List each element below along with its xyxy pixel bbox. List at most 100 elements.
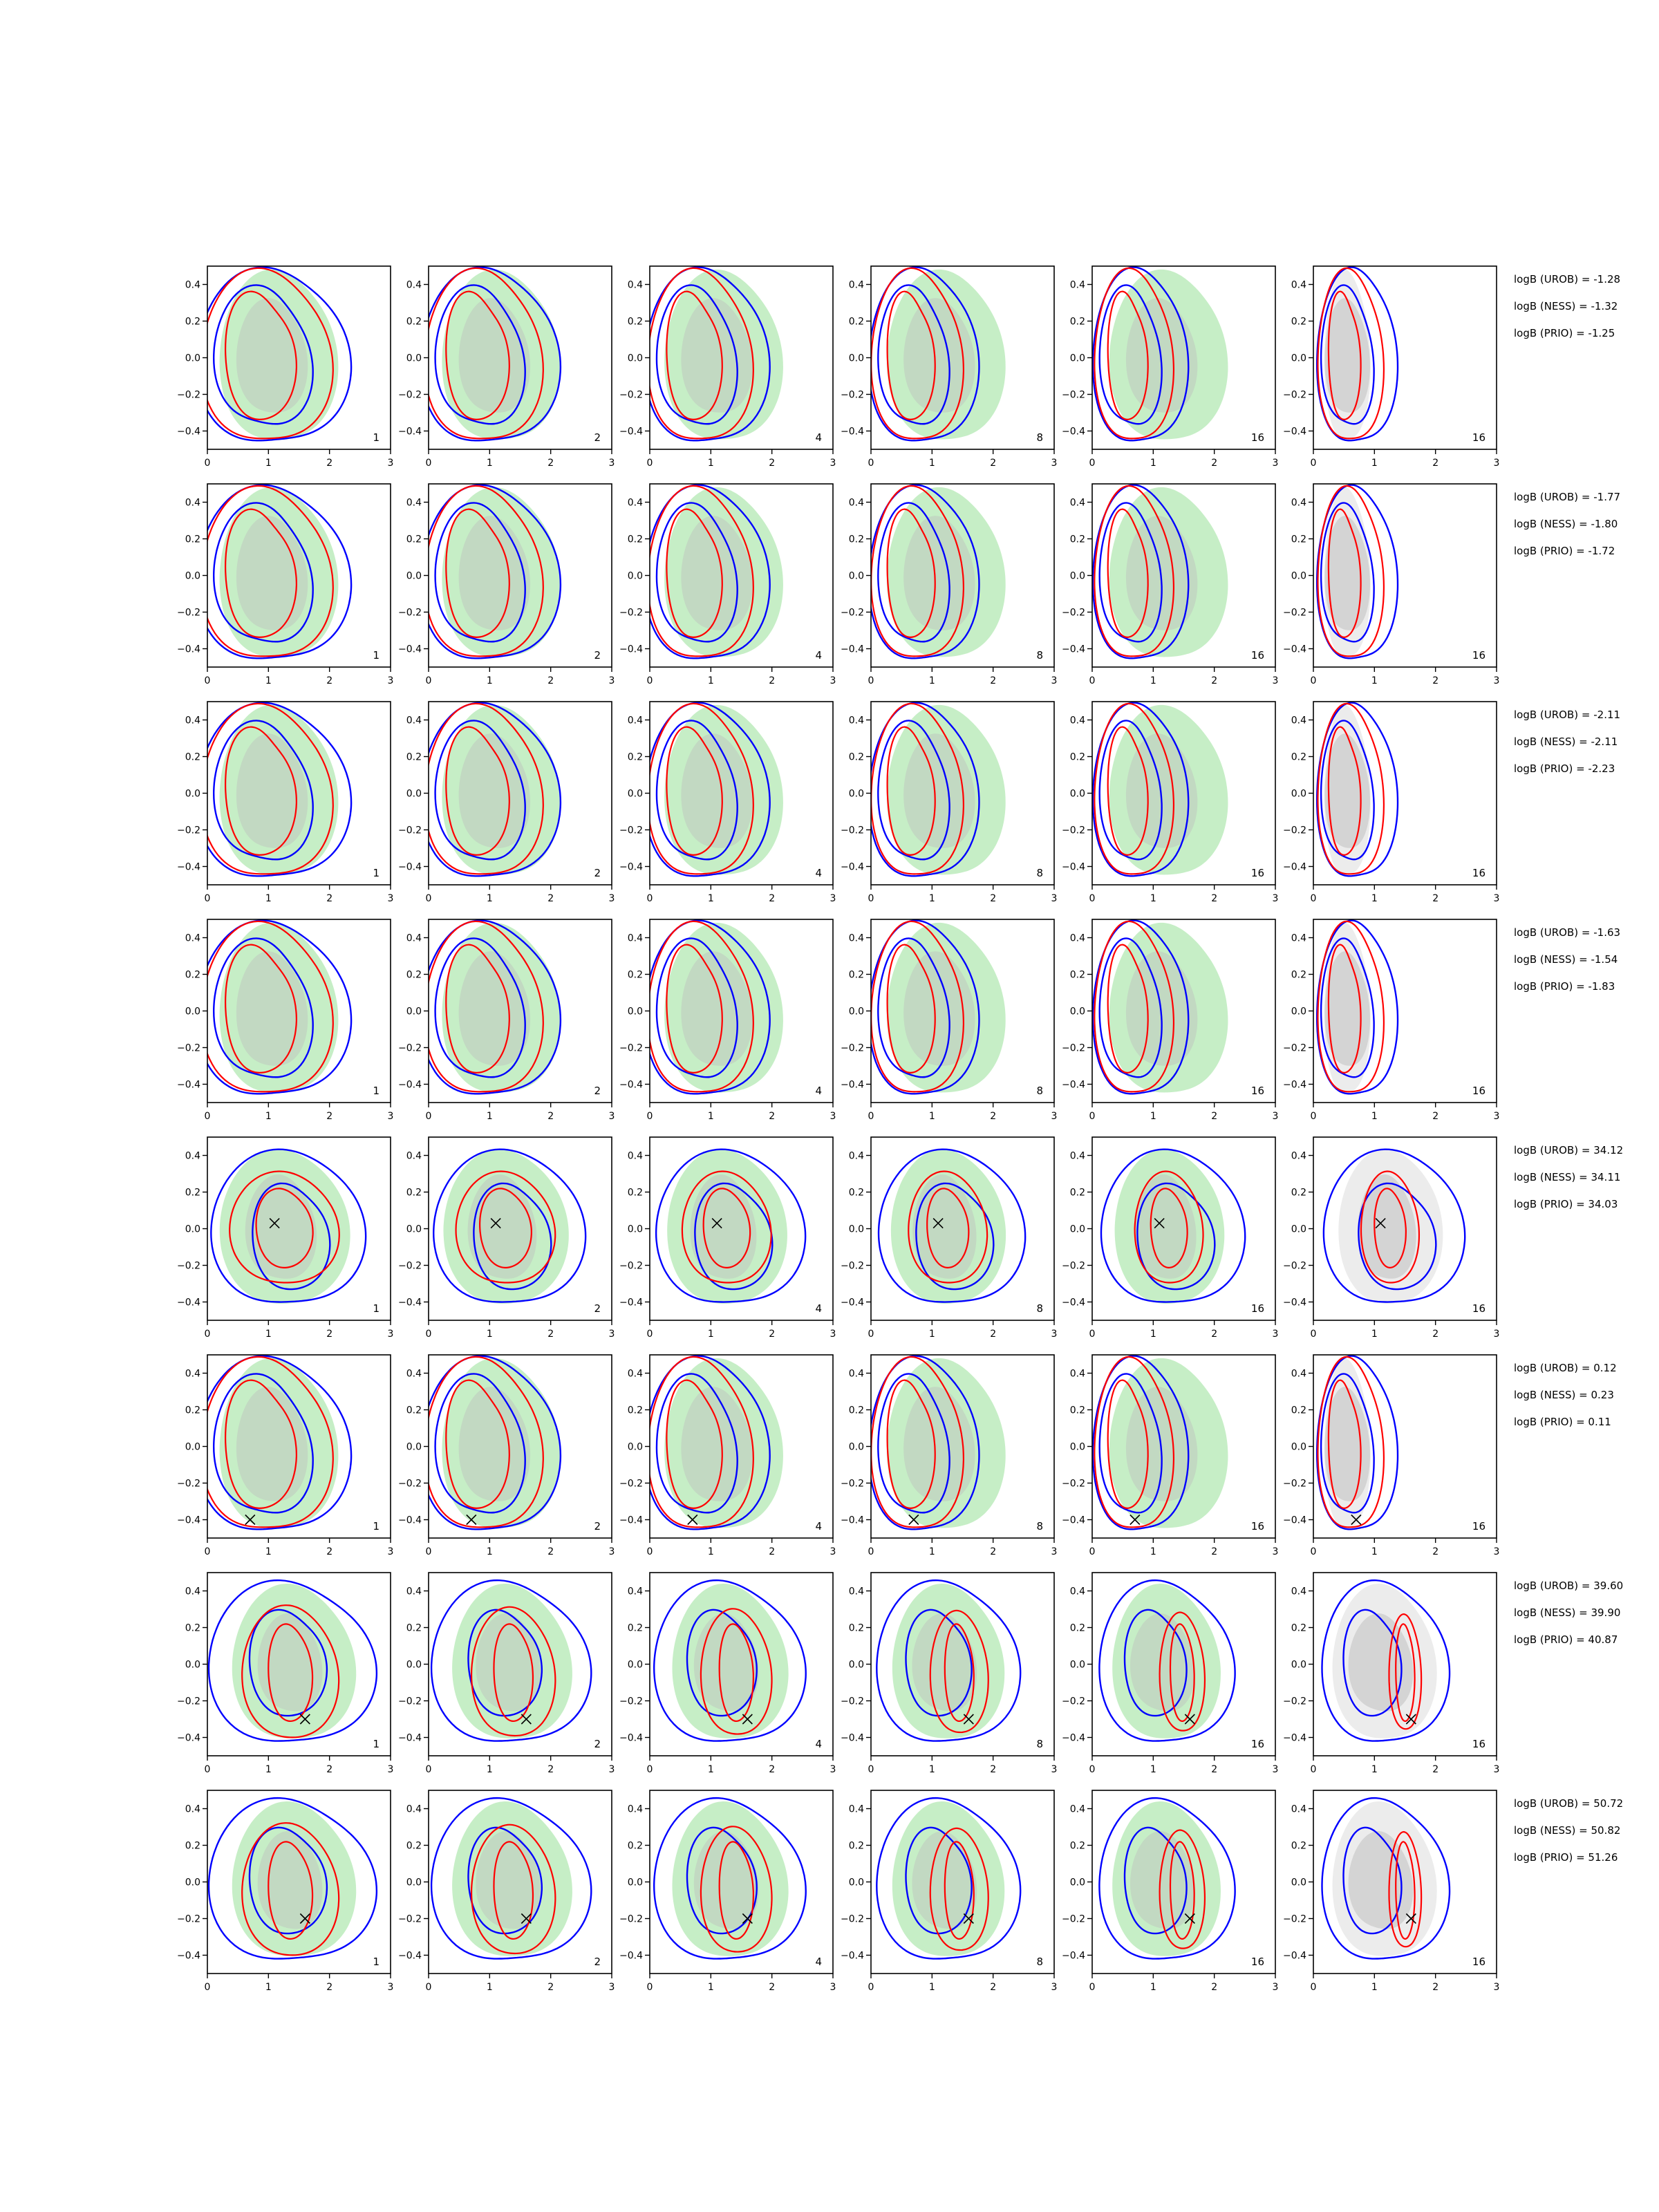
plot-area <box>207 266 353 442</box>
logb-ness-row-2: logB (NESS) = -1.80 <box>1514 518 1618 530</box>
x-tick-label: 0 <box>1089 1764 1096 1775</box>
y-tick-label: −0.2 <box>398 825 422 836</box>
y-tick-label: 0.0 <box>185 353 200 364</box>
y-tick-label: 0.2 <box>185 1841 200 1852</box>
panel-label: 16 <box>1472 649 1485 662</box>
y-tick-label: −0.2 <box>177 1261 200 1272</box>
y-tick-label: −0.2 <box>1062 1914 1085 1925</box>
x-tick-label: 3 <box>1051 458 1058 469</box>
y-tick-label: 0.2 <box>628 1841 643 1852</box>
y-tick-label: 0.2 <box>628 534 643 545</box>
panel-label: 4 <box>815 1738 822 1750</box>
x-tick-label: 2 <box>769 675 775 686</box>
x-tick-label: 2 <box>1432 1329 1438 1340</box>
x-tick-label: 0 <box>205 458 211 469</box>
blue-contour-1 <box>433 1148 587 1303</box>
y-tick-label: 0.4 <box>406 933 422 944</box>
red-contour-1 <box>241 1822 340 1956</box>
y-tick-label: −0.2 <box>1062 825 1085 836</box>
red-contour-2 <box>886 726 936 856</box>
red-contour-1 <box>1317 920 1385 1093</box>
blue-contour-1 <box>655 1148 807 1303</box>
panel-label: 2 <box>594 1738 601 1750</box>
plot-area <box>871 266 1006 442</box>
blue-contour-1 <box>650 484 771 659</box>
posterior-shade-2 <box>1324 298 1370 413</box>
blue-contour-1 <box>207 484 353 659</box>
red-contour-2 <box>666 508 723 639</box>
blue-contour-1 <box>1315 484 1399 659</box>
y-tick-label: −0.4 <box>398 1080 422 1091</box>
panel-label: 8 <box>1036 1085 1043 1097</box>
y-tick-label: −0.4 <box>398 427 422 438</box>
x-tick-label: 1 <box>487 1982 493 1993</box>
x-tick-label: 0 <box>426 1329 432 1340</box>
logb-urob-row-3: logB (UROB) = -2.11 <box>1514 709 1621 721</box>
red-contour-2 <box>1327 726 1362 856</box>
y-tick-label: 0.4 <box>849 498 864 509</box>
blue-contour-2 <box>655 937 738 1078</box>
x-tick-label: 2 <box>547 675 554 686</box>
blue-contour-2 <box>434 720 526 861</box>
plot-area <box>1098 1797 1236 1960</box>
plot-area <box>429 484 562 659</box>
x-tick-label: 3 <box>1273 1982 1279 1993</box>
y-tick-label: 0.4 <box>1070 1586 1085 1597</box>
red-contour-2 <box>1150 1188 1188 1269</box>
plot-area <box>871 1355 1006 1530</box>
blue-contour-1 <box>650 1355 771 1530</box>
y-tick-label: 0.4 <box>628 1151 643 1162</box>
x-tick-label: 2 <box>1432 893 1438 904</box>
panel-label: 16 <box>1251 1520 1264 1533</box>
blue-contour-1 <box>653 1579 807 1742</box>
y-tick-label: −0.2 <box>619 1479 643 1490</box>
blue-contour-1 <box>1092 266 1190 442</box>
x-tick-label: 3 <box>1494 458 1500 469</box>
x-tick-label: 2 <box>1432 675 1438 686</box>
panel-label: 4 <box>815 1302 822 1315</box>
plot-area <box>1321 1797 1451 1960</box>
x-tick-label: 1 <box>265 1982 272 1993</box>
y-tick-label: 0.2 <box>406 317 422 328</box>
plot-area <box>430 1579 592 1742</box>
panel-r2-c4: 0 1 2 3 −0.4 −0.2 0.0 0.2 0.4 8 <box>841 483 1057 686</box>
y-tick-label: 0.4 <box>185 280 200 291</box>
red-contour-1 <box>650 702 754 875</box>
x-tick-label: 0 <box>647 1546 653 1557</box>
y-tick-label: 0.4 <box>1291 1151 1306 1162</box>
y-tick-label: 0.4 <box>1291 933 1306 944</box>
x-tick-label: 0 <box>426 893 432 904</box>
red-contour-2 <box>1327 508 1362 639</box>
x-tick-label: 3 <box>830 1982 836 1993</box>
y-tick-label: −0.4 <box>841 1297 864 1309</box>
y-tick-label: 0.4 <box>1291 1369 1306 1380</box>
y-tick-label: −0.4 <box>177 1733 200 1744</box>
x-tick-label: 2 <box>1432 1546 1438 1557</box>
panel-r4-c6: 0 1 2 3 −0.4 −0.2 0.0 0.2 0.4 16 <box>1283 919 1499 1122</box>
red-contour-2 <box>944 1841 975 1940</box>
truth-marker <box>1154 1217 1165 1229</box>
panel-r1-c4: 0 1 2 3 −0.4 −0.2 0.0 0.2 0.4 8 <box>841 265 1058 469</box>
truth-marker <box>1405 1913 1416 1924</box>
y-tick-label: 0.2 <box>1070 1841 1085 1852</box>
x-tick-label: 2 <box>990 675 996 686</box>
blue-contour-2 <box>655 284 738 425</box>
y-tick-label: −0.4 <box>1062 644 1085 655</box>
x-tick-label: 3 <box>830 1764 836 1775</box>
panel-r4-c2: 0 1 2 3 −0.4 −0.2 0.0 0.2 0.4 2 <box>398 919 615 1122</box>
red-contour-1 <box>207 1356 334 1528</box>
blue-contour-2 <box>655 1373 738 1514</box>
blue-contour-1 <box>1315 266 1399 442</box>
x-tick-label: 0 <box>868 458 874 469</box>
red-contour-1 <box>650 267 754 440</box>
blue-contour-2 <box>655 502 738 643</box>
y-tick-label: 0.2 <box>185 1405 200 1416</box>
panel-label: 1 <box>373 1956 379 1968</box>
panel-r2-c3: 0 1 2 3 −0.4 −0.2 0.0 0.2 0.4 4 <box>619 483 836 686</box>
x-tick-label: 0 <box>1311 1329 1317 1340</box>
y-tick-label: 0.4 <box>849 280 864 291</box>
y-tick-label: 0.0 <box>406 353 422 364</box>
y-tick-label: 0.2 <box>628 1405 643 1416</box>
x-tick-label: 3 <box>1494 893 1500 904</box>
